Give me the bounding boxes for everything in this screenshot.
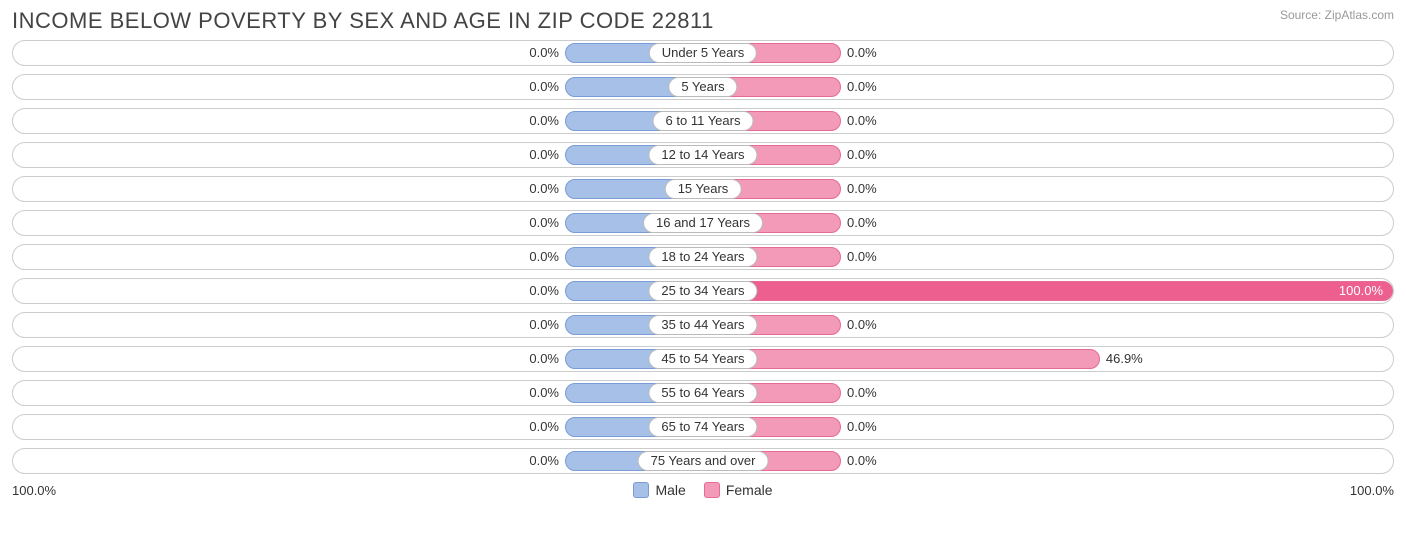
chart-footer: 100.0% Male Female 100.0% (12, 482, 1394, 498)
category-pill: Under 5 Years (649, 43, 757, 63)
chart-row: 0.0% 0.0% 6 to 11 Years (12, 108, 1394, 134)
value-male: 0.0% (529, 313, 559, 339)
value-male: 0.0% (529, 211, 559, 237)
category-pill: 15 Years (665, 179, 742, 199)
chart-row: 0.0% 0.0% 15 Years (12, 176, 1394, 202)
chart-row: 0.0% 100.0% 25 to 34 Years (12, 278, 1394, 304)
legend-male-label: Male (655, 482, 685, 498)
value-male: 0.0% (529, 75, 559, 101)
chart-row: 0.0% 0.0% 18 to 24 Years (12, 244, 1394, 270)
axis-left-label: 100.0% (12, 483, 56, 498)
category-pill: 35 to 44 Years (648, 315, 757, 335)
value-male: 0.0% (529, 41, 559, 67)
chart-source: Source: ZipAtlas.com (1280, 8, 1394, 22)
legend-female-label: Female (726, 482, 773, 498)
chart-title: INCOME BELOW POVERTY BY SEX AND AGE IN Z… (12, 8, 714, 34)
value-male: 0.0% (529, 279, 559, 305)
value-female: 0.0% (847, 177, 877, 203)
value-male: 0.0% (529, 109, 559, 135)
legend-female: Female (704, 482, 773, 498)
value-female: 0.0% (847, 109, 877, 135)
category-pill: 75 Years and over (638, 451, 769, 471)
bar-female (703, 349, 1100, 369)
swatch-female (704, 482, 720, 498)
category-pill: 55 to 64 Years (648, 383, 757, 403)
category-pill: 65 to 74 Years (648, 417, 757, 437)
bar-female (703, 281, 1393, 301)
value-male: 0.0% (529, 381, 559, 407)
chart-row: 0.0% 0.0% 16 and 17 Years (12, 210, 1394, 236)
chart-row: 0.0% 0.0% 5 Years (12, 74, 1394, 100)
value-female: 0.0% (847, 313, 877, 339)
legend-male: Male (633, 482, 685, 498)
category-pill: 45 to 54 Years (648, 349, 757, 369)
value-female: 100.0% (1339, 279, 1383, 305)
chart-row: 0.0% 0.0% Under 5 Years (12, 40, 1394, 66)
value-female: 0.0% (847, 211, 877, 237)
value-female: 0.0% (847, 381, 877, 407)
category-pill: 6 to 11 Years (653, 111, 754, 131)
chart-row: 0.0% 46.9% 45 to 54 Years (12, 346, 1394, 372)
category-pill: 16 and 17 Years (643, 213, 763, 233)
category-pill: 12 to 14 Years (648, 145, 757, 165)
poverty-chart: INCOME BELOW POVERTY BY SEX AND AGE IN Z… (0, 0, 1406, 504)
category-pill: 18 to 24 Years (648, 247, 757, 267)
value-female: 0.0% (847, 75, 877, 101)
value-male: 0.0% (529, 177, 559, 203)
category-pill: 25 to 34 Years (648, 281, 757, 301)
value-male: 0.0% (529, 449, 559, 475)
value-male: 0.0% (529, 415, 559, 441)
value-female: 0.0% (847, 449, 877, 475)
legend: Male Female (633, 482, 772, 498)
chart-rows: 0.0%0.0%Under 5 Years0.0%0.0%5 Years0.0%… (12, 40, 1394, 474)
value-female: 0.0% (847, 41, 877, 67)
category-pill: 5 Years (668, 77, 737, 97)
value-male: 0.0% (529, 245, 559, 271)
value-female: 46.9% (1106, 347, 1143, 373)
value-male: 0.0% (529, 143, 559, 169)
value-female: 0.0% (847, 143, 877, 169)
axis-right-label: 100.0% (1350, 483, 1394, 498)
chart-row: 0.0% 0.0% 12 to 14 Years (12, 142, 1394, 168)
value-male: 0.0% (529, 347, 559, 373)
value-female: 0.0% (847, 415, 877, 441)
value-female: 0.0% (847, 245, 877, 271)
chart-row: 0.0% 0.0% 35 to 44 Years (12, 312, 1394, 338)
chart-row: 0.0% 0.0% 65 to 74 Years (12, 414, 1394, 440)
chart-row: 0.0% 0.0% 55 to 64 Years (12, 380, 1394, 406)
chart-row: 0.0% 0.0% 75 Years and over (12, 448, 1394, 474)
chart-header: INCOME BELOW POVERTY BY SEX AND AGE IN Z… (12, 8, 1394, 34)
swatch-male (633, 482, 649, 498)
